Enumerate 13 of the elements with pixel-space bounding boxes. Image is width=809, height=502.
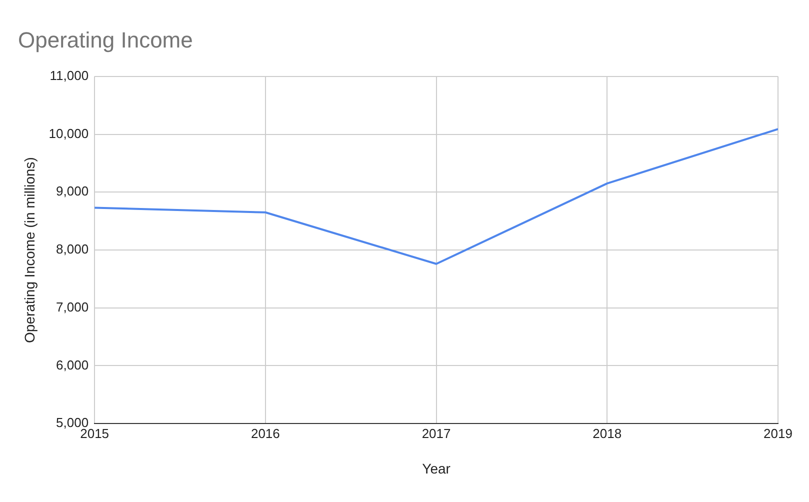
chart-title: Operating Income — [18, 27, 193, 52]
x-tick-label: 2017 — [422, 426, 451, 441]
x-tick-label: 2019 — [764, 426, 792, 441]
x-tick-label: 2016 — [250, 426, 280, 441]
y-tick-label: 11,000 — [50, 68, 89, 83]
y-tick-label: 6,000 — [56, 357, 89, 372]
y-tick-label: 8,000 — [56, 242, 89, 257]
y-axis-title: Operating Income (in millions) — [21, 157, 38, 343]
y-tick-label: 7,000 — [56, 299, 89, 314]
y-tick-label: 10,000 — [48, 126, 89, 141]
x-axis-title: Year — [422, 460, 451, 476]
x-tick-label: 2018 — [592, 426, 622, 441]
y-tick-label: 9,000 — [56, 184, 89, 199]
